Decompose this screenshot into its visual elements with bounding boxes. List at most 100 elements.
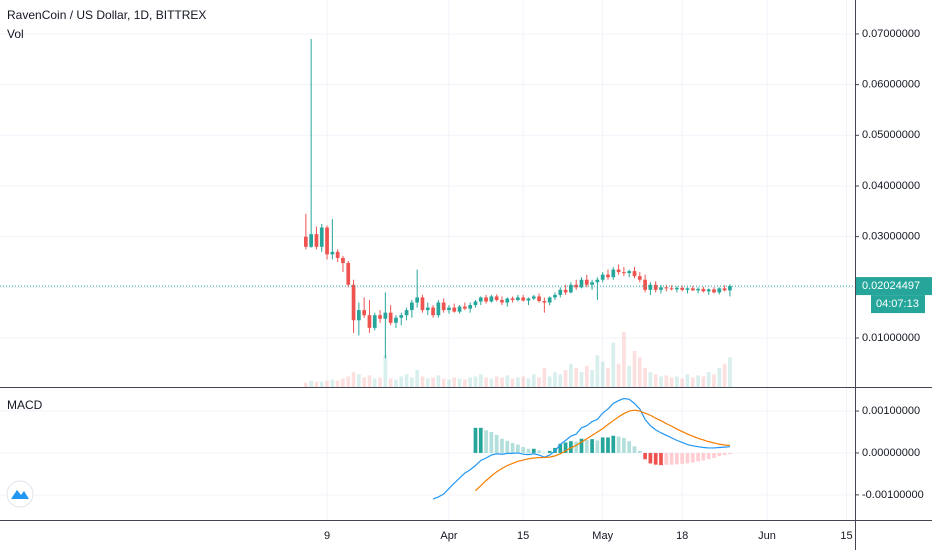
volume-bar — [701, 376, 706, 387]
y-tick-label: 0.07000000 — [862, 28, 920, 40]
candle-body — [637, 276, 642, 280]
macd-histogram-bar — [500, 438, 504, 453]
candle-body — [728, 286, 732, 291]
macd-histogram-bar — [516, 444, 520, 453]
candle-body — [542, 301, 547, 303]
candle-body — [653, 284, 658, 290]
volume-bar — [553, 372, 557, 387]
macd-histogram-bar — [728, 452, 732, 455]
x-tick-label: May — [592, 530, 613, 542]
macd-histogram-bar — [680, 452, 685, 464]
candle-body — [383, 312, 388, 319]
candle-body — [335, 251, 340, 258]
volume-bar — [378, 377, 382, 387]
candle-body — [494, 296, 499, 300]
volume-bar — [606, 367, 610, 387]
candle-body — [436, 302, 441, 316]
y-tick-label: 0.00100000 — [862, 405, 920, 417]
volume-bar — [335, 380, 340, 387]
volume-bar — [357, 374, 361, 387]
candle-body — [558, 289, 563, 295]
candle-body — [484, 297, 488, 302]
volume-bar — [341, 378, 345, 387]
candle-body — [415, 297, 420, 303]
volume-bar — [330, 379, 335, 387]
y-tick-label: -0.00100000 — [862, 489, 924, 501]
candle-body — [330, 251, 335, 255]
macd-histogram-bar — [616, 436, 621, 453]
marks — [0, 39, 855, 500]
x-tick-label: 18 — [676, 530, 688, 542]
candle-body — [643, 279, 647, 290]
countdown-tag — [871, 295, 925, 314]
macd-histogram-bar — [653, 452, 658, 465]
volume-label: Vol — [7, 27, 24, 41]
macd-histogram-bar — [669, 452, 674, 465]
logo[interactable] — [6, 480, 34, 508]
volume-bar — [494, 376, 499, 387]
volume-bar — [468, 377, 473, 387]
candle-body — [627, 271, 632, 274]
volume-bar — [436, 375, 441, 387]
volume-bar — [516, 377, 520, 387]
candle-body — [690, 288, 695, 291]
macd-histogram-bar — [558, 443, 563, 453]
candle-body — [722, 288, 727, 291]
candle-body — [595, 279, 600, 283]
volume-bar — [675, 376, 679, 387]
volume-bar — [531, 374, 536, 387]
candle-body — [394, 317, 398, 323]
volume-bar — [706, 372, 711, 387]
candle-body — [537, 296, 541, 302]
y-tick-label: 0.00000000 — [862, 447, 920, 459]
volume-bar — [659, 376, 663, 387]
candle-body — [468, 305, 473, 309]
macd-histogram-bar — [685, 452, 690, 464]
volume-bar — [388, 378, 393, 387]
candle-body — [526, 298, 531, 301]
volume-bar — [542, 367, 547, 387]
candle-body — [675, 287, 679, 290]
candle-body — [372, 315, 377, 328]
x-tick-label: 15 — [840, 530, 852, 542]
candle-body — [648, 284, 653, 290]
macd-histogram-bar — [542, 452, 547, 454]
volume-bar — [303, 382, 308, 387]
candle-body — [606, 274, 610, 278]
macd-signal-line — [475, 409, 730, 492]
logo-icon[interactable] — [11, 490, 29, 499]
countdown-label: 04:07:13 — [876, 298, 919, 310]
candle-body — [357, 310, 361, 321]
candle-body — [510, 298, 515, 300]
volume-bar — [521, 376, 526, 387]
macd-macd-line — [432, 397, 730, 500]
volume-bar — [669, 377, 674, 387]
macd-histogram-bar — [622, 437, 626, 453]
volume-bar — [558, 374, 563, 387]
candle-body — [531, 296, 536, 299]
candle-body — [388, 312, 393, 323]
macd-histogram-bar — [717, 452, 722, 457]
y-tick-label: 0.03000000 — [862, 231, 920, 243]
volume-bar — [425, 378, 430, 387]
volume-bar — [643, 367, 647, 387]
macd-histogram-bar — [696, 452, 700, 462]
volume-bar — [696, 375, 700, 387]
volume-bar — [489, 378, 494, 387]
volume-bar — [484, 377, 488, 387]
candle-body — [669, 288, 674, 290]
volume-bar — [383, 355, 388, 387]
macd-histogram-bar — [521, 447, 526, 453]
macd-histogram-bar — [632, 446, 637, 453]
volume-bar — [680, 378, 685, 387]
macd-histogram-bar — [664, 452, 669, 465]
volume-bar — [404, 374, 409, 387]
macd-histogram-bar — [579, 438, 584, 453]
volume-bar — [372, 378, 377, 387]
candle-body — [399, 315, 404, 318]
volume-bar — [584, 365, 589, 387]
candle-body — [463, 306, 467, 309]
volume-bar — [346, 376, 351, 387]
